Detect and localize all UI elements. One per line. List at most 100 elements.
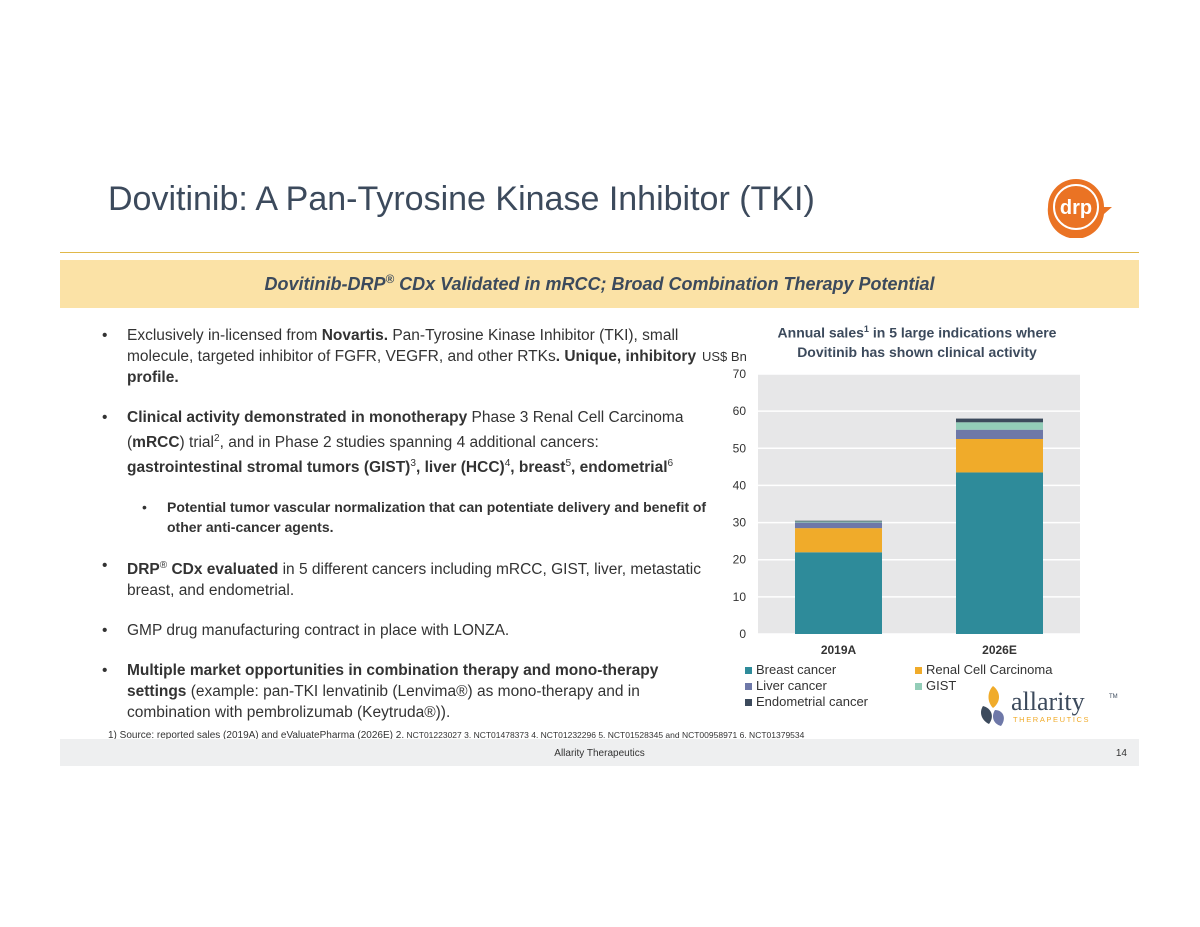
x-tick-label: 2019A bbox=[821, 643, 857, 657]
source-footnote: 1) Source: reported sales (2019A) and eV… bbox=[108, 730, 804, 741]
y-tick-label: 70 bbox=[733, 367, 747, 381]
bar-segment bbox=[956, 429, 1043, 439]
bullet-list: • Exclusively in-licensed from Novartis.… bbox=[102, 325, 712, 742]
allarity-logo: allarity TM THERAPEUTICS bbox=[981, 686, 1118, 726]
banner-text-part1: Dovitinib-DRP bbox=[264, 274, 386, 294]
bullet-text: Exclusively in-licensed from bbox=[127, 327, 322, 344]
footnote-ref: 4 bbox=[504, 458, 511, 470]
footnote-ref: 3 bbox=[410, 458, 416, 470]
y-tick-label: 60 bbox=[733, 404, 747, 418]
bullet-text: (example: pan-TKI lenvatinib (Lenvima®) … bbox=[127, 683, 640, 722]
bullet-bold-text: Novartis. bbox=[321, 327, 389, 344]
slide-footer: Allarity Therapeutics 14 bbox=[60, 739, 1141, 766]
y-tick-label: 50 bbox=[733, 441, 747, 455]
bullet-bold-text: CDx evaluated bbox=[167, 561, 279, 579]
bullet-item-cdx: • DRP® CDx evaluated in 5 different canc… bbox=[102, 555, 712, 601]
chart-title-part1: Annual sales bbox=[777, 324, 864, 341]
chart-y-unit: US$ Bn bbox=[702, 349, 747, 364]
page-number: 14 bbox=[1115, 748, 1127, 759]
chart-title-part2: in 5 large indications where Dovitinib h… bbox=[797, 324, 1057, 360]
legend-item: GIST bbox=[915, 678, 1085, 694]
y-tick-label: 30 bbox=[733, 516, 747, 530]
legend-label: Renal Cell Carcinoma bbox=[926, 662, 1053, 677]
legend-label: GIST bbox=[926, 678, 957, 693]
legend-item: Breast cancer bbox=[745, 662, 915, 678]
drp-logo: drp bbox=[1047, 179, 1112, 238]
legend-row: Liver cancer GIST bbox=[745, 678, 1085, 694]
bar-segment bbox=[956, 439, 1043, 473]
bar-segment bbox=[956, 472, 1043, 634]
headline-banner: Dovitinib-DRP® CDx Validated in mRCC; Br… bbox=[60, 260, 1139, 308]
legend-item: Liver cancer bbox=[745, 678, 915, 694]
chart-legend: Breast cancer Renal Cell Carcinoma Liver c… bbox=[745, 662, 1085, 710]
bar-segment bbox=[795, 528, 882, 553]
bullet-item-manufacturing: • GMP drug manufacturing contract in pla… bbox=[102, 620, 712, 641]
bullet-dot-icon: • bbox=[102, 409, 108, 426]
y-tick-label: 0 bbox=[739, 627, 746, 641]
allarity-subtitle: THERAPEUTICS bbox=[1013, 715, 1090, 724]
bar-segment bbox=[795, 552, 882, 634]
bullet-dot-icon: • bbox=[142, 499, 147, 516]
bullet-item-clinical-activity: • Clinical activity demonstrated in mono… bbox=[102, 407, 712, 478]
title-divider bbox=[60, 252, 1139, 253]
legend-swatch bbox=[915, 682, 922, 690]
bullet-dot-icon: • bbox=[102, 327, 108, 344]
banner-text: Dovitinib-DRP® CDx Validated in mRCC; Br… bbox=[264, 273, 934, 295]
bullet-bold-text: Multiple market opportunities in combina… bbox=[127, 662, 659, 701]
sales-bar-chart: 0 10 20 30 40 50 60 70 2019A 2026E bbox=[733, 367, 1080, 657]
bar-segment bbox=[795, 520, 882, 522]
bullet-dot-icon: • bbox=[102, 662, 108, 680]
sub-bullet-vascular: • Potential tumor vascular normalization… bbox=[142, 497, 712, 537]
legend-swatch bbox=[745, 666, 752, 674]
legend-row: Endometrial cancer bbox=[745, 694, 1085, 710]
legend-swatch bbox=[745, 682, 752, 690]
bar-segment bbox=[956, 422, 1043, 430]
chart-title-footnote-ref: 1 bbox=[863, 324, 869, 334]
banner-text-part2: CDx Validated in mRCC; Broad Combination… bbox=[394, 274, 935, 294]
footnote-ref: 6 bbox=[667, 458, 674, 470]
reg-mark: ® bbox=[159, 560, 168, 572]
bullet-text: , and in Phase 2 studies spanning 4 addi… bbox=[219, 434, 599, 452]
drp-logo-text: drp bbox=[1060, 197, 1092, 219]
bullet-item-licensing: • Exclusively in-licensed from Novartis.… bbox=[102, 325, 712, 388]
bullet-bold-text: , breast bbox=[510, 459, 566, 477]
y-tick-label: 10 bbox=[733, 590, 747, 604]
bullet-text: Pan-Tyrosine Kinase Inhibitor (TKI), sma… bbox=[127, 327, 679, 365]
footer-company: Allarity Therapeutics bbox=[554, 748, 645, 759]
bullet-bold-text: , endometrial bbox=[571, 459, 668, 477]
legend-item: Renal Cell Carcinoma bbox=[915, 662, 1085, 678]
bullet-bold-text: . Unique, inhibitory profile. bbox=[127, 348, 697, 386]
bar-segment bbox=[795, 522, 882, 529]
bullet-bold-text: mRCC bbox=[132, 434, 180, 452]
bullet-text: Phase 3 Renal Cell Carcinoma ( bbox=[127, 409, 684, 452]
legend-label: Liver cancer bbox=[756, 678, 827, 693]
bullet-dot-icon: • bbox=[102, 622, 108, 640]
legend-label: Breast cancer bbox=[756, 662, 837, 677]
footnote-lead: 1) Source: reported sales (2019A) and eV… bbox=[108, 730, 405, 741]
allarity-wordmark: allarity bbox=[1011, 687, 1085, 716]
bullet-text: ) trial bbox=[179, 434, 214, 452]
bullet-bold-text: , liver (HCC) bbox=[415, 459, 505, 477]
footer-separator bbox=[1140, 739, 1141, 766]
footnote-trials: NCT01223027 3. NCT01478373 4. NCT0123229… bbox=[404, 730, 805, 740]
bar-segment bbox=[795, 521, 882, 523]
y-tick-label: 40 bbox=[733, 478, 747, 492]
bar-segment bbox=[956, 418, 1043, 423]
legend-row: Breast cancer Renal Cell Carcinoma bbox=[745, 662, 1085, 678]
bullet-bold-text: DRP bbox=[127, 561, 160, 579]
bullet-text: GMP drug manufacturing contract in place… bbox=[127, 622, 510, 640]
legend-swatch bbox=[745, 698, 752, 706]
legend-label: Endometrial cancer bbox=[756, 694, 868, 709]
bullet-bold-text: gastrointestinal stromal tumors (GIST) bbox=[127, 459, 411, 477]
chart-title: Annual sales1 in 5 large indications whe… bbox=[752, 320, 1082, 362]
bullet-dot-icon: • bbox=[102, 557, 108, 575]
slide-title: Dovitinib: A Pan-Tyrosine Kinase Inhibit… bbox=[108, 180, 815, 218]
bullet-bold-text: Potential tumor vascular normalization t… bbox=[167, 499, 707, 536]
banner-reg-mark: ® bbox=[385, 273, 395, 286]
bullet-bold-text: Clinical activity demonstrated in monoth… bbox=[127, 409, 468, 426]
legend-item: Endometrial cancer bbox=[745, 694, 915, 710]
allarity-tm: TM bbox=[1109, 694, 1118, 700]
bullet-text: in 5 different cancers including mRCC, G… bbox=[127, 561, 701, 600]
x-tick-label: 2026E bbox=[982, 643, 1017, 657]
footnote-ref: 5 bbox=[565, 458, 572, 470]
